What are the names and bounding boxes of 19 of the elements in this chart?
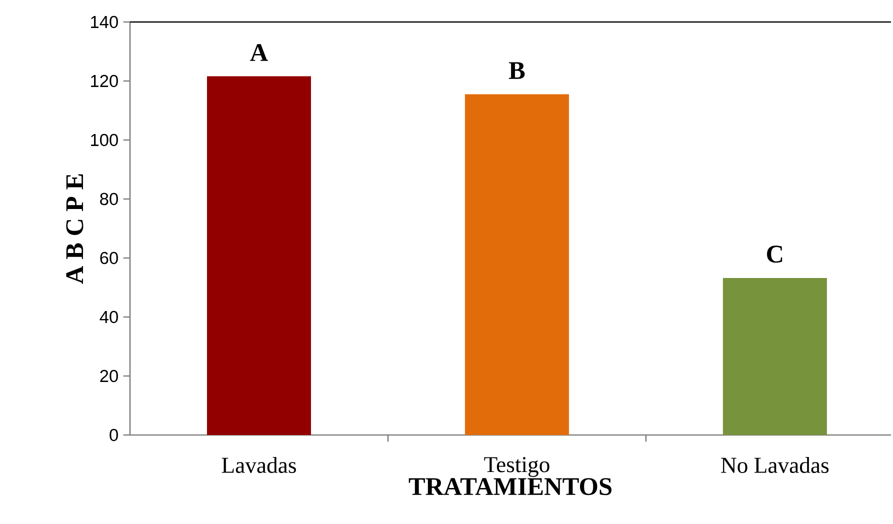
y-tick-label: 80 <box>100 192 118 206</box>
y-axis-title: A B C P E <box>66 174 84 284</box>
annotation: A <box>250 44 268 61</box>
x-axis-title: TRATAMIENTOS <box>408 478 612 496</box>
y-tick-label: 0 <box>110 428 118 442</box>
y-tick-label: 20 <box>100 370 118 382</box>
y-tick-label: 100 <box>91 134 118 146</box>
y-tick-label: 40 <box>100 310 118 324</box>
y-tick-label: 120 <box>91 74 118 88</box>
y-tick-label: 60 <box>100 252 118 264</box>
bar <box>464 94 569 435</box>
bar <box>722 278 827 435</box>
x-tick-label: No Lavadas <box>721 457 829 473</box>
x-tick-label: Testigo <box>484 457 550 477</box>
y-tick-label: 140 <box>91 16 118 28</box>
x-tick-label: Lavadas <box>222 457 296 473</box>
annotation: B <box>508 62 525 79</box>
bar <box>206 76 311 435</box>
annotation: C <box>767 246 782 263</box>
